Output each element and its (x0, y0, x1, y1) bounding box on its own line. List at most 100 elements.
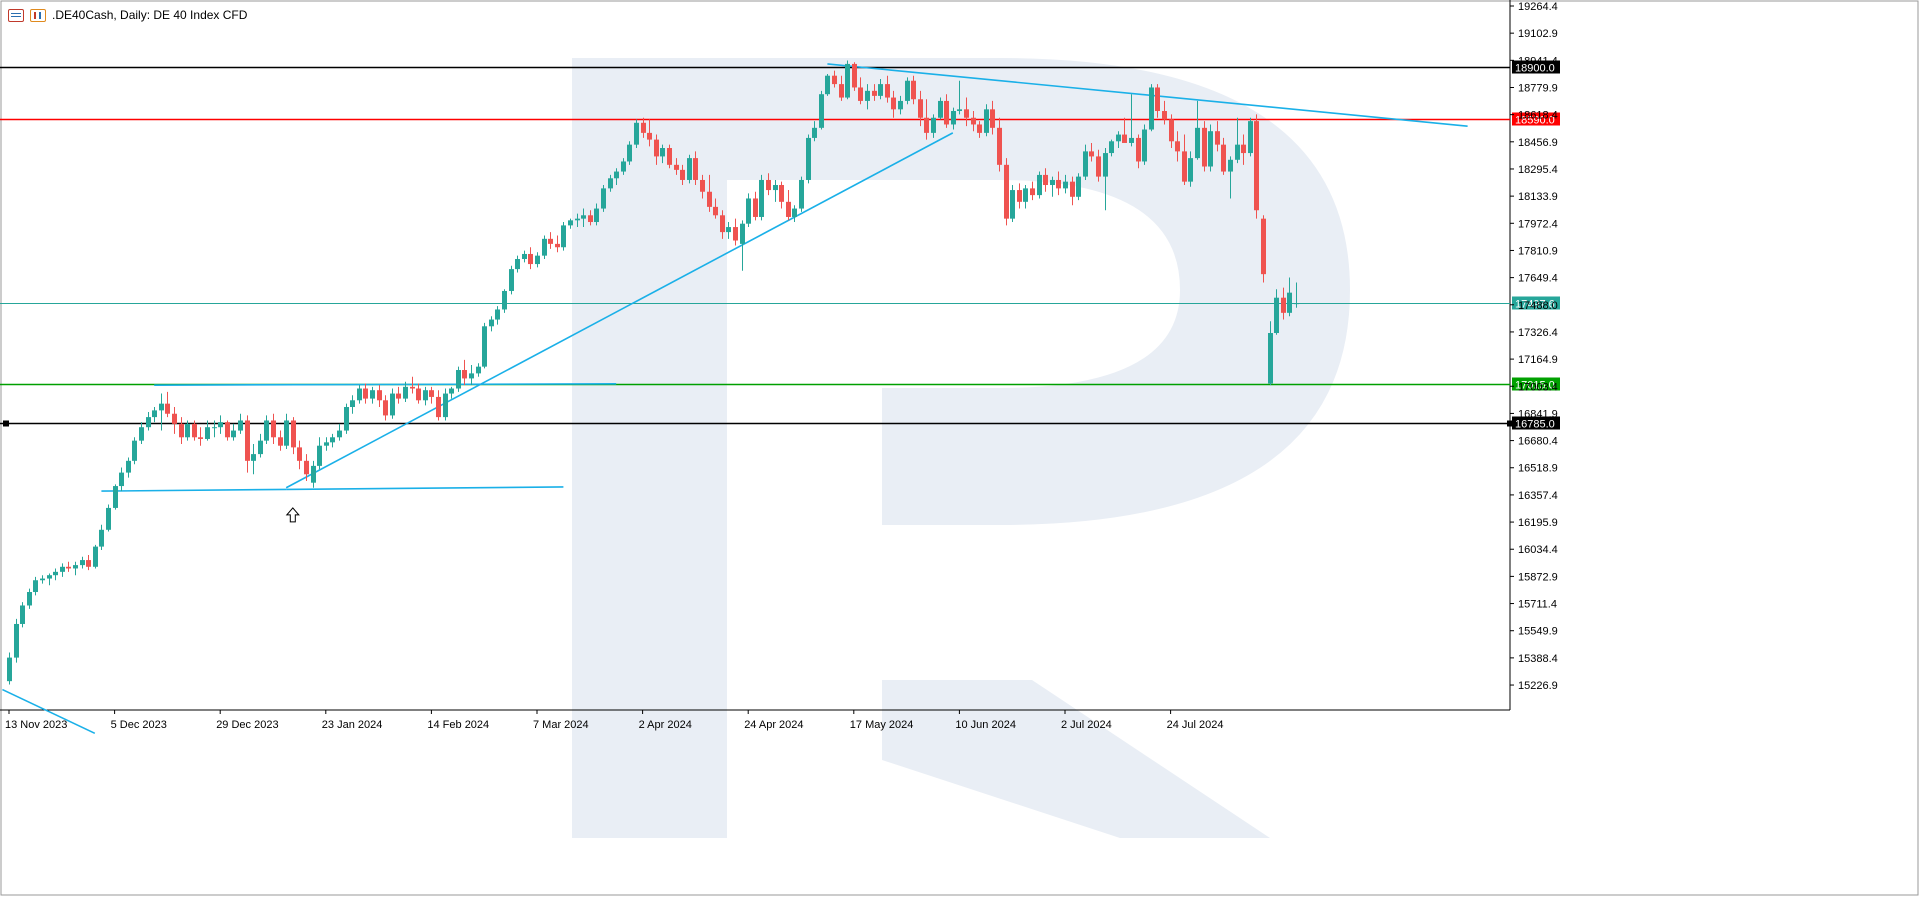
trendline[interactable] (286, 486, 564, 491)
candle-body (469, 373, 474, 379)
candle-body (1050, 179, 1055, 186)
candle-body (33, 580, 38, 593)
price-tick-label: 19102.9 (1518, 28, 1558, 40)
candle-body (396, 393, 401, 399)
price-tick-label: 16841.9 (1518, 408, 1558, 420)
price-tick-label: 18941.4 (1518, 55, 1558, 67)
price-tick-label: 15872.9 (1518, 571, 1558, 583)
candle-body (258, 440, 263, 455)
candle-body (40, 578, 45, 581)
candle-body (627, 144, 632, 162)
candle-body (997, 127, 1002, 165)
trendline[interactable] (285, 132, 954, 489)
candle-body (707, 191, 712, 207)
trendline[interactable] (154, 383, 617, 386)
candle-body (179, 423, 184, 438)
level-label: 18590.0 (1515, 115, 1555, 127)
candle-body (641, 122, 646, 133)
level-anchor-right[interactable] (1507, 420, 1513, 427)
candle-body (377, 390, 382, 401)
candle-body (984, 109, 989, 133)
candle-body (674, 164, 679, 170)
candle-body (119, 472, 124, 487)
chart-header: .DE40Cash, Daily: DE 40 Index CFD (8, 6, 247, 24)
candle-body (86, 560, 91, 567)
candle-body (667, 148, 672, 165)
candle-body (746, 198, 751, 224)
candle-body (429, 390, 434, 397)
candle-body (852, 63, 857, 88)
trendline[interactable] (827, 63, 1468, 127)
candle-body (172, 413, 177, 424)
level-label-bg (1512, 377, 1560, 391)
candle-body (324, 442, 329, 446)
horizontal-levels[interactable]: 18900.0 18590.0 17497.6 17015.0 16785.0 (0, 60, 1560, 431)
candle-body (792, 208, 797, 217)
candle-body (1023, 188, 1028, 202)
candle-body (185, 423, 190, 438)
candle-body (964, 109, 969, 118)
candle-body (951, 111, 956, 125)
candle-body (799, 179, 804, 209)
level-label: 17497.6 (1515, 299, 1555, 311)
candle-body (403, 386, 408, 399)
candle-body (482, 326, 487, 367)
price-tick-label: 19264.4 (1518, 1, 1558, 13)
candle-body (647, 132, 652, 140)
price-axis[interactable]: 19264.4 19102.9 18941.4 18779.9 18618.4 18456… (1510, 1, 1558, 692)
candle-body (1268, 333, 1273, 384)
candle-body (165, 403, 170, 414)
price-tick-label: 17164.9 (1518, 354, 1558, 366)
price-tick-label: 18295.4 (1518, 164, 1558, 176)
candle-body (891, 97, 896, 110)
candle-body (139, 427, 144, 441)
candle-body (60, 566, 65, 572)
level-anchor-left[interactable] (3, 420, 9, 427)
trendlines[interactable] (2, 63, 1468, 735)
candle-body (370, 390, 375, 399)
candle-body (931, 117, 936, 133)
candle-body (1089, 151, 1094, 157)
bar-chart-icon[interactable] (8, 8, 24, 22)
time-tick-label: 2 Apr 2024 (639, 719, 692, 731)
candle-body (753, 198, 758, 217)
candle-body (1096, 156, 1101, 177)
candle-body (1195, 127, 1200, 159)
candle-body (865, 90, 870, 101)
trendline[interactable] (101, 488, 287, 492)
price-tick-label: 16195.9 (1518, 517, 1558, 529)
candle-body (1155, 87, 1160, 112)
candle-body (1169, 119, 1174, 142)
candle-body (383, 400, 388, 416)
candle-body (944, 100, 949, 125)
price-tick-label: 16034.4 (1518, 544, 1558, 556)
time-tick-label: 29 Dec 2023 (216, 719, 278, 731)
candle-body (528, 253, 533, 265)
candle-body (1129, 137, 1134, 143)
trendline[interactable] (2, 688, 96, 735)
price-tick-label: 16357.4 (1518, 490, 1558, 502)
candle-body (443, 393, 448, 418)
candle-body (1083, 151, 1088, 177)
price-tick-label: 17810.9 (1518, 245, 1558, 257)
candle-body (575, 218, 580, 221)
candle-body (66, 566, 71, 569)
candle-body (436, 396, 441, 418)
candle-body (1261, 218, 1266, 275)
candle-body (819, 94, 824, 128)
candle-body (555, 243, 560, 248)
candle-body (264, 420, 269, 441)
candle-body (924, 117, 929, 133)
candle-body (1241, 144, 1246, 154)
candle-body (786, 201, 791, 217)
candle-body (700, 179, 705, 192)
time-axis[interactable]: 13 Nov 2023 5 Dec 2023 29 Dec 2023 23 Jan 2… (5, 710, 1223, 731)
candles-icon[interactable] (30, 8, 46, 22)
price-tick-label: 16680.4 (1518, 436, 1558, 448)
candle-body (522, 253, 527, 260)
candle-body (568, 220, 573, 226)
candle-body (462, 370, 467, 379)
candle-body (132, 440, 137, 461)
